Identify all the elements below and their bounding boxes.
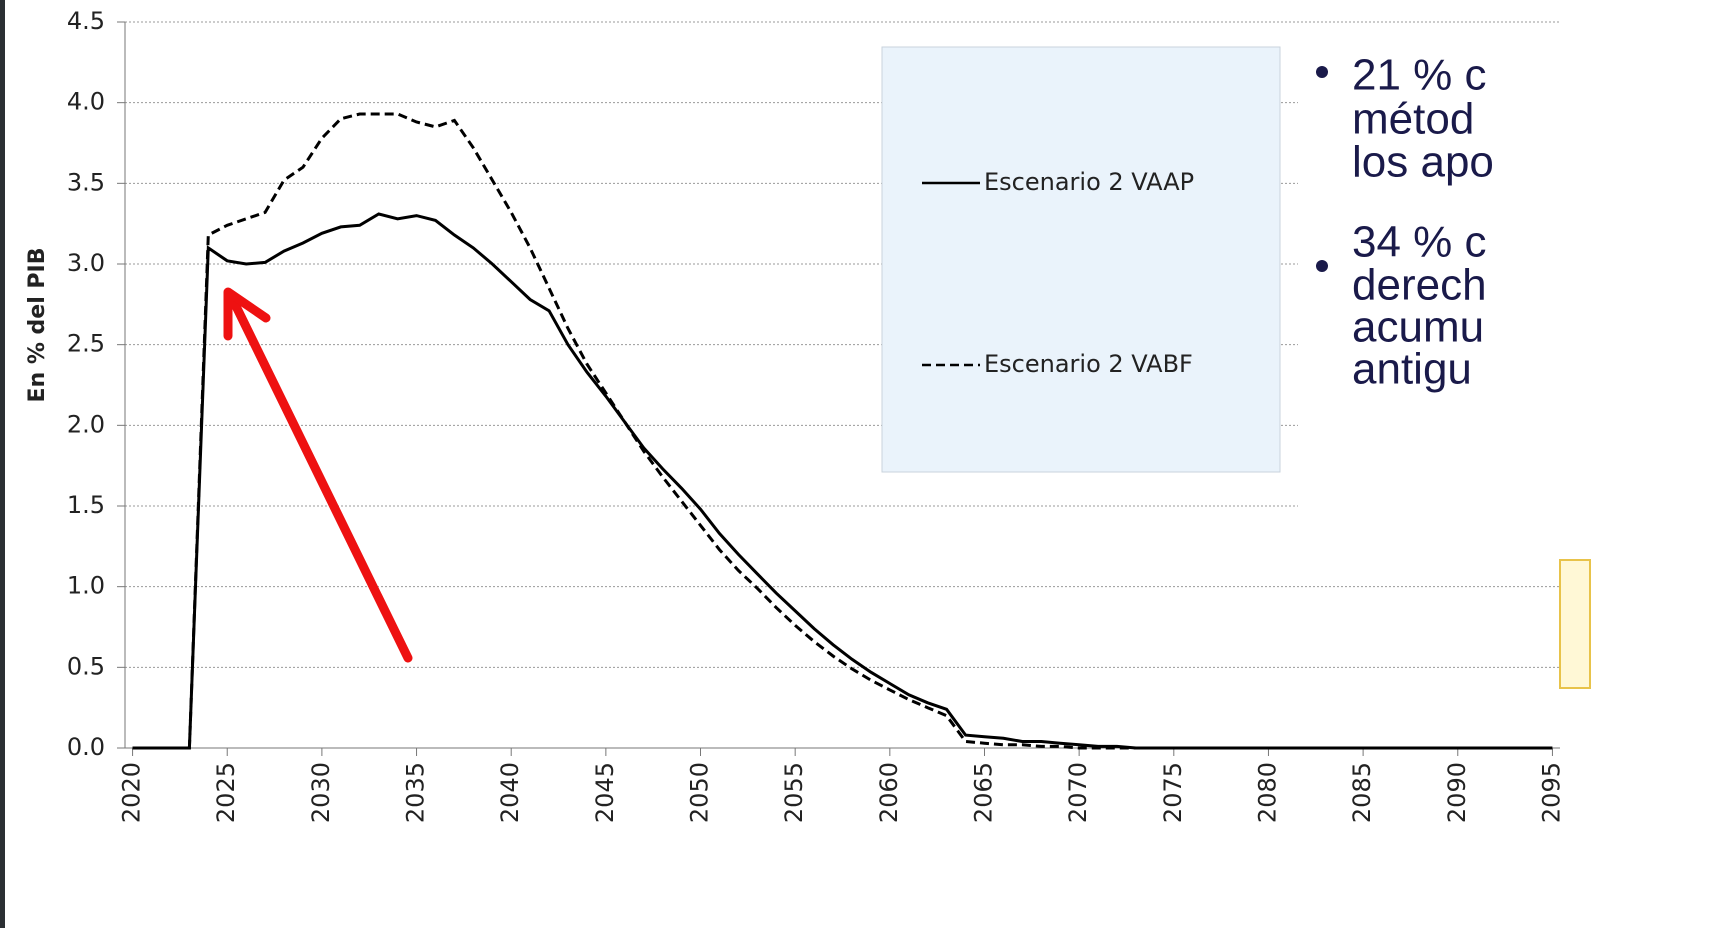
y-tick-label: 3.5 bbox=[67, 168, 105, 196]
side-text: antigu bbox=[1352, 345, 1472, 394]
x-tick-label: 2090 bbox=[1443, 762, 1471, 823]
note-box bbox=[1559, 559, 1591, 689]
text-panel bbox=[1298, 40, 1736, 520]
side-text: 34 % c bbox=[1352, 218, 1487, 267]
side-text: 21 % c bbox=[1352, 51, 1487, 100]
x-tick-label: 2020 bbox=[118, 762, 146, 823]
series-line bbox=[132, 112, 1553, 750]
x-tick-label: 2065 bbox=[969, 762, 997, 823]
x-tick-label: 2085 bbox=[1348, 762, 1376, 823]
side-text: derech bbox=[1352, 261, 1487, 310]
y-tick-label: 4.5 bbox=[67, 7, 105, 35]
x-tick-label: 2025 bbox=[212, 762, 240, 823]
x-tick-label: 2055 bbox=[780, 762, 808, 823]
y-tick-label: 0.5 bbox=[67, 652, 105, 680]
x-tick-label: 2080 bbox=[1253, 762, 1281, 823]
y-tick-label: 2.0 bbox=[67, 410, 105, 438]
y-tick-label: 1.5 bbox=[67, 491, 105, 519]
side-text: métod bbox=[1352, 95, 1474, 144]
arrow bbox=[223, 287, 413, 663]
x-tick-label: 2040 bbox=[496, 762, 524, 823]
x-tick-label: 2075 bbox=[1159, 762, 1187, 823]
y-tick-label: 0.0 bbox=[67, 733, 105, 761]
x-tick-label: 2030 bbox=[307, 762, 335, 823]
y-axis-label: En % del PIB bbox=[25, 248, 50, 403]
x-tick-label: 2050 bbox=[686, 762, 714, 823]
bullet bbox=[1316, 260, 1328, 272]
x-tick-label: 2095 bbox=[1537, 762, 1565, 823]
legend bbox=[881, 46, 1281, 473]
x-tick-label: 2035 bbox=[402, 762, 430, 823]
y-tick-label: 1.0 bbox=[67, 572, 105, 600]
x-tick-label: 2060 bbox=[875, 762, 903, 823]
bullet bbox=[1316, 66, 1328, 78]
left-edge bbox=[0, 0, 5, 928]
side-text: acumu bbox=[1352, 303, 1484, 352]
x-tick-label: 2070 bbox=[1064, 762, 1092, 823]
legend-label: Escenario 2 VABF bbox=[984, 350, 1193, 378]
y-tick-label: 3.0 bbox=[67, 249, 105, 277]
plot: Escenario 2 VAAP Escenario 2 VABF bbox=[124, 22, 1560, 750]
grid: 0.0 0.5 1.0 1.5 2.0 2.5 3.0 3.5 4.0 4.5 2020 2025 20… bbox=[67, 7, 1566, 823]
y-tick-label: 2.5 bbox=[67, 330, 105, 358]
side-text: los apo bbox=[1352, 138, 1494, 187]
legend-label: Escenario 2 VAAP bbox=[984, 168, 1194, 196]
y-tick-label: 4.0 bbox=[67, 88, 105, 116]
x-tick-label: 2045 bbox=[591, 762, 619, 823]
